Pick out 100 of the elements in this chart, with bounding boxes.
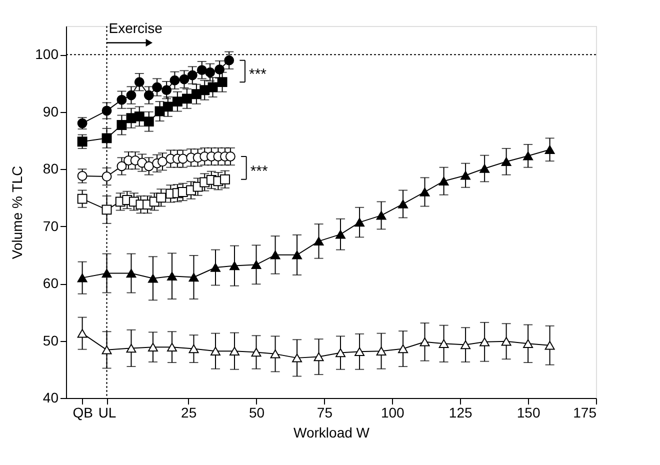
- point: [501, 336, 512, 346]
- point: [376, 211, 386, 220]
- annotation: ***: [250, 162, 268, 180]
- y-axis-title: Volume % TLC: [9, 166, 26, 260]
- point: [292, 250, 302, 260]
- point: [126, 90, 136, 100]
- point: [116, 161, 127, 172]
- point: [208, 82, 218, 92]
- point: [544, 145, 555, 154]
- point: [200, 85, 210, 96]
- point: [210, 263, 220, 272]
- x-tick-label: 25: [181, 404, 197, 420]
- point: [172, 96, 182, 107]
- point: [354, 218, 365, 227]
- x-tick-label: 125: [448, 404, 472, 420]
- point: [178, 154, 188, 164]
- point: [217, 77, 228, 88]
- point: [134, 111, 144, 122]
- point: [230, 261, 240, 270]
- point: [314, 236, 324, 246]
- point: [376, 346, 386, 356]
- x-tick-label: UL: [98, 404, 116, 420]
- y-tick-label: 60: [42, 275, 59, 292]
- point: [102, 106, 112, 116]
- point: [251, 348, 262, 357]
- point: [480, 338, 490, 346]
- point: [196, 65, 207, 76]
- y-tick-label: 80: [42, 160, 59, 177]
- point: [77, 194, 88, 204]
- point: [420, 338, 430, 346]
- point: [460, 340, 471, 350]
- point: [187, 70, 198, 80]
- y-tick-label: 40: [42, 390, 59, 406]
- y-tick-label: 70: [42, 218, 59, 234]
- point: [158, 156, 168, 167]
- point: [162, 85, 172, 96]
- point: [225, 152, 236, 162]
- y-tick-label: 90: [42, 103, 59, 120]
- point: [162, 102, 173, 112]
- point: [126, 268, 136, 278]
- point: [179, 74, 190, 84]
- point: [251, 260, 262, 270]
- point: [460, 171, 471, 180]
- point: [480, 164, 490, 173]
- point: [144, 161, 154, 172]
- x-tick-label: 175: [573, 404, 597, 420]
- point: [438, 176, 449, 186]
- point: [148, 274, 158, 283]
- point: [214, 64, 225, 74]
- x-tick-label: 50: [248, 404, 265, 420]
- y-tick-label: 50: [42, 332, 59, 348]
- point: [501, 157, 512, 166]
- point: [167, 272, 177, 280]
- point: [102, 268, 112, 278]
- point: [167, 342, 177, 352]
- point: [314, 352, 324, 362]
- point: [270, 250, 280, 260]
- point: [77, 273, 88, 282]
- point: [188, 272, 199, 282]
- y-tick-label: 100: [35, 46, 59, 62]
- annotation: ***: [248, 66, 267, 84]
- point: [134, 77, 144, 88]
- point: [102, 204, 112, 215]
- point: [152, 82, 162, 92]
- point: [182, 94, 192, 104]
- point: [438, 339, 449, 348]
- point: [102, 133, 112, 144]
- x-axis-title: Workload W: [294, 424, 370, 440]
- point: [398, 344, 408, 354]
- point: [191, 89, 202, 100]
- point: [156, 192, 166, 203]
- point: [336, 348, 346, 358]
- point: [144, 116, 154, 127]
- x-tick-label: 75: [316, 404, 333, 420]
- point: [116, 120, 127, 130]
- point: [336, 230, 346, 239]
- point: [148, 342, 158, 352]
- point: [116, 94, 127, 105]
- point: [523, 339, 534, 348]
- x-tick-label: 150: [516, 404, 540, 420]
- point: [170, 75, 180, 86]
- point: [210, 346, 220, 356]
- point: [224, 55, 234, 66]
- point: [126, 344, 136, 353]
- point: [220, 174, 230, 184]
- point: [354, 347, 365, 356]
- point: [102, 346, 112, 354]
- point: [77, 328, 88, 338]
- x-tick-label: QB: [72, 404, 93, 420]
- point: [523, 152, 534, 160]
- point: [144, 90, 154, 100]
- point: [102, 172, 112, 182]
- ref-line-label: Exercise: [108, 20, 163, 36]
- x-tick-label: 100: [380, 404, 405, 420]
- point: [77, 136, 88, 147]
- point: [544, 340, 555, 350]
- point: [420, 188, 430, 196]
- point: [270, 350, 280, 358]
- point: [230, 346, 240, 356]
- point: [205, 67, 216, 78]
